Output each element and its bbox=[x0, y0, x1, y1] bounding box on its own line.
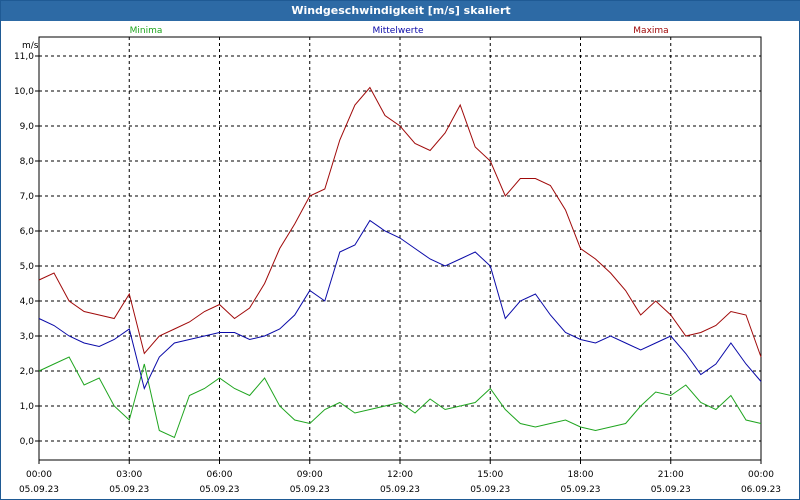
y-tick-label: 7,0 bbox=[20, 192, 35, 202]
x-tick-time-label: 00:00 bbox=[26, 470, 52, 480]
legend-minima: Minima bbox=[130, 26, 163, 36]
y-tick-label: 4,0 bbox=[20, 297, 35, 307]
y-tick-label: 1,0 bbox=[20, 402, 35, 412]
y-tick-label: 11,0 bbox=[14, 52, 34, 62]
legend-maxima: Maxima bbox=[633, 26, 668, 36]
x-tick-date-label: 05.09.23 bbox=[19, 485, 59, 495]
x-tick-date-label: 05.09.23 bbox=[290, 485, 330, 495]
x-tick-time-label: 12:00 bbox=[387, 470, 413, 480]
legend-mittelwerte: Mittelwerte bbox=[372, 26, 423, 36]
series-line-mittelwerte bbox=[38, 219, 762, 390]
y-tick-label: 6,0 bbox=[20, 227, 35, 237]
series-line-maxima bbox=[38, 86, 762, 358]
series-line-minima bbox=[38, 356, 762, 439]
x-tick-date-label: 05.09.23 bbox=[470, 485, 510, 495]
y-axis-ticks: 0,0 1,0 2,0 3,0 4,0 5,0 6,0 7,0 8,0 9,0 10,0 11,0 bbox=[14, 52, 39, 447]
chart-title: Windgeschwindigkeit [m/s] skaliert bbox=[1, 1, 800, 21]
x-tick-time-label: 06:00 bbox=[207, 470, 233, 480]
series-lines bbox=[38, 86, 762, 439]
legend: Minima Mittelwerte Maxima bbox=[130, 26, 669, 36]
x-tick-date-label: 05.09.23 bbox=[199, 485, 239, 495]
x-tick-date-label: 05.09.23 bbox=[651, 485, 691, 495]
y-tick-label: 5,0 bbox=[20, 262, 35, 272]
y-tick-label: 2,0 bbox=[20, 367, 35, 377]
x-tick-time-label: 09:00 bbox=[297, 470, 323, 480]
y-tick-label: 10,0 bbox=[14, 87, 34, 97]
grid bbox=[39, 37, 761, 460]
x-tick-date-label: 05.09.23 bbox=[560, 485, 600, 495]
x-tick-time-label: 00:00 bbox=[748, 470, 774, 480]
y-tick-label: 0,0 bbox=[20, 437, 35, 447]
y-tick-label: 8,0 bbox=[20, 157, 35, 167]
y-tick-label: 3,0 bbox=[20, 332, 35, 342]
x-tick-date-label: 06.09.23 bbox=[741, 485, 781, 495]
y-axis-label: m/s bbox=[22, 41, 39, 51]
y-tick-label: 9,0 bbox=[20, 122, 35, 132]
x-tick-time-label: 03:00 bbox=[116, 470, 142, 480]
x-tick-time-label: 21:00 bbox=[658, 470, 684, 480]
x-tick-time-label: 18:00 bbox=[568, 470, 594, 480]
x-tick-date-label: 05.09.23 bbox=[380, 485, 420, 495]
x-tick-time-label: 15:00 bbox=[477, 470, 503, 480]
x-axis-ticks: 00:00 05.09.23 03:00 05.09.23 06:00 05.09.23 0… bbox=[19, 460, 781, 495]
x-tick-date-label: 05.09.23 bbox=[109, 485, 149, 495]
